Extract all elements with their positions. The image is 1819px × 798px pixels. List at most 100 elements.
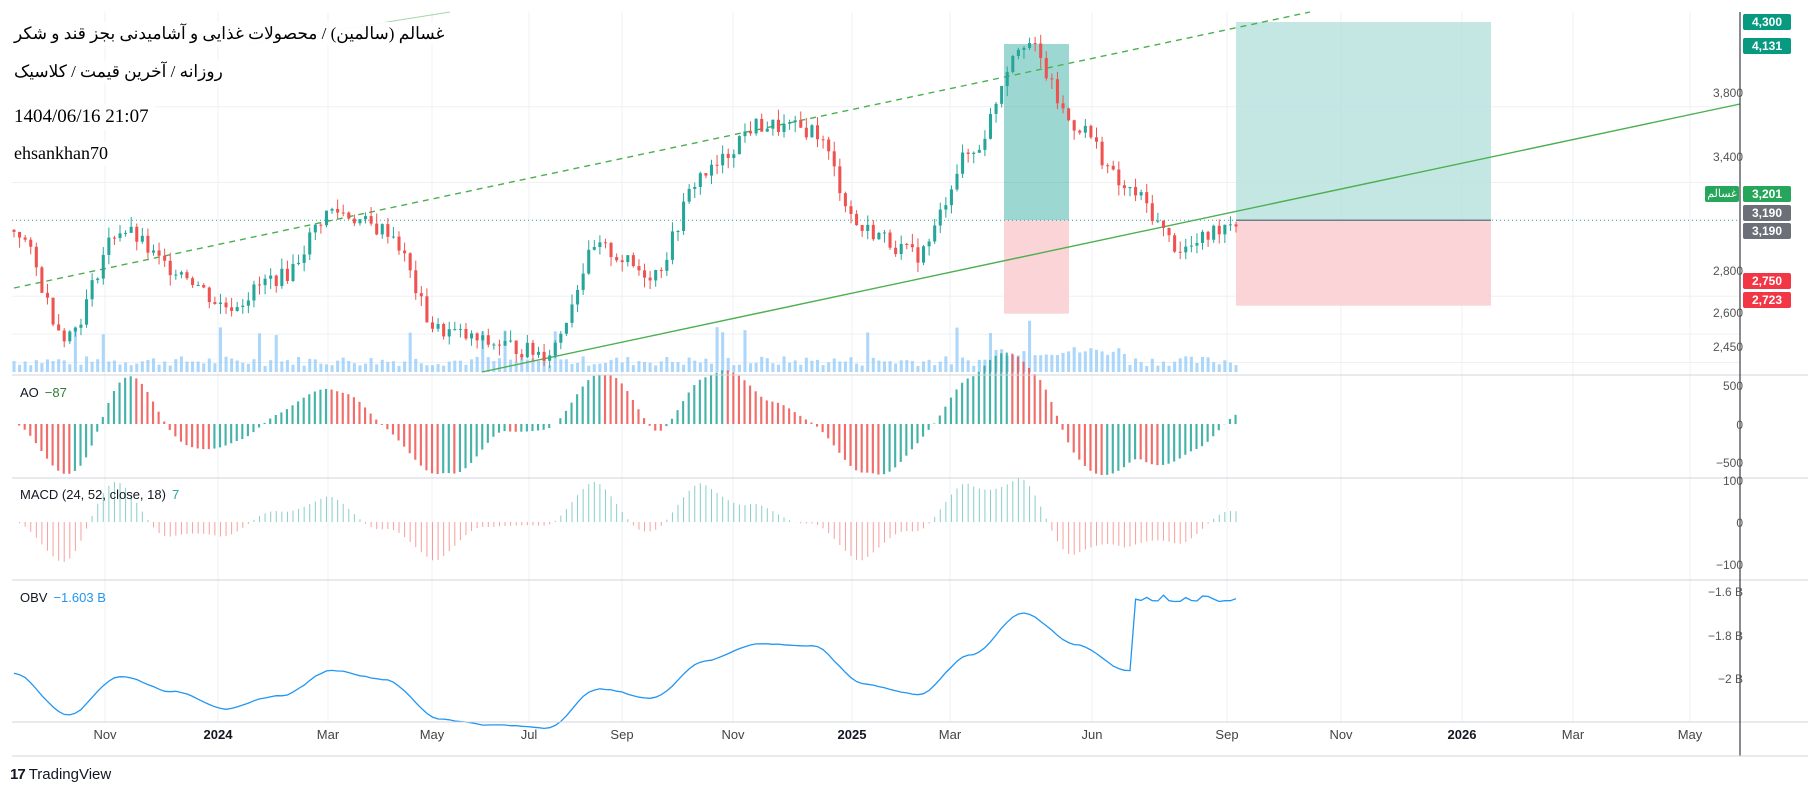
volume-bar — [168, 365, 172, 372]
candle-body — [241, 305, 245, 308]
volume-bar — [592, 364, 596, 372]
macd-bar — [1179, 522, 1181, 544]
ao-bar — [269, 418, 272, 424]
candle-body — [403, 250, 407, 254]
candle-body — [124, 232, 128, 234]
macd-bar — [1051, 522, 1053, 531]
volume-bar — [737, 364, 741, 372]
candle-body — [135, 226, 139, 242]
obv-name: OBV — [20, 590, 48, 605]
time-axis-label: Mar — [1561, 727, 1585, 742]
ao-bar — [592, 375, 595, 424]
candle-body — [916, 247, 920, 263]
macd-bar — [1135, 522, 1137, 545]
time-axis-label: Mar — [938, 727, 962, 742]
ao-bar — [564, 410, 568, 424]
macd-bar — [1224, 512, 1226, 522]
candle-body — [386, 224, 390, 237]
ao-axis-label: 500 — [1722, 379, 1743, 393]
volume-bar — [347, 361, 351, 372]
ao-bar — [124, 377, 127, 424]
volume-bar — [821, 365, 825, 372]
candle-body — [308, 232, 312, 255]
volume-bar — [302, 365, 306, 372]
candle-body — [776, 119, 780, 132]
macd-label[interactable]: MACD (24, 52, close, 18) 7 — [20, 487, 179, 502]
volume-bar — [810, 360, 814, 372]
candle-body — [257, 284, 262, 286]
volume-bar — [29, 365, 33, 372]
macd-bar — [844, 522, 846, 551]
macd-bar — [1045, 518, 1047, 522]
ao-bar — [291, 405, 294, 424]
volume-bar — [866, 332, 870, 372]
ao-label[interactable]: AO −87 — [20, 385, 67, 400]
ao-bar — [1139, 424, 1142, 460]
macd-bar — [1151, 522, 1153, 541]
volume-bar — [235, 360, 239, 372]
volume-bar — [241, 362, 245, 372]
macd-bar — [52, 522, 54, 557]
macd-bar — [264, 513, 266, 522]
candle-body — [843, 193, 847, 207]
obv-label[interactable]: OBV −1.603 B — [20, 590, 106, 605]
macd-bar — [627, 519, 629, 522]
macd-bar — [225, 522, 227, 537]
ao-bar — [609, 375, 612, 424]
ao-bar — [157, 411, 160, 424]
candle-body — [542, 351, 546, 361]
candle-body — [676, 230, 680, 232]
candle-body — [1206, 231, 1210, 240]
volume-bar — [1156, 365, 1160, 372]
macd-bar — [995, 488, 997, 522]
candle-body — [79, 324, 83, 328]
candle-body — [1167, 227, 1171, 236]
volume-bar — [843, 361, 847, 372]
ao-bar — [994, 355, 997, 424]
ao-bar — [821, 424, 824, 433]
ao-bar — [916, 424, 919, 444]
macd-bar — [242, 522, 244, 528]
volume-bar — [391, 361, 395, 372]
ao-bar — [151, 401, 155, 424]
macd-bar — [610, 496, 612, 522]
volume-bar — [285, 360, 289, 372]
ao-bar — [168, 424, 171, 430]
ao-bar — [330, 389, 333, 424]
macd-bar — [1006, 484, 1008, 522]
macd-bar — [727, 500, 729, 522]
candle-body — [955, 173, 959, 190]
volume-bar — [269, 360, 273, 372]
candle-body — [548, 355, 552, 361]
candle-body — [643, 270, 647, 278]
macd-bar — [1096, 522, 1098, 546]
macd-bar — [867, 522, 869, 557]
macd-bar — [1174, 522, 1176, 544]
macd-bar — [404, 522, 406, 538]
volume-bar — [966, 360, 970, 372]
candle-body — [302, 254, 306, 263]
candle-body — [85, 299, 89, 325]
ao-bar — [843, 424, 847, 460]
macd-bar — [638, 522, 640, 530]
macd-bar — [755, 504, 757, 522]
ao-bar — [297, 401, 300, 424]
volume-bar — [793, 360, 797, 372]
tradingview-logo[interactable]: 17 TradingView — [10, 766, 111, 783]
volume-bar — [40, 363, 44, 372]
ao-bar — [1134, 424, 1137, 460]
ao-bar — [709, 375, 713, 424]
obv-axis-label: −1.8 B — [1707, 629, 1743, 643]
volume-bar — [603, 362, 607, 372]
ao-bar — [40, 424, 43, 451]
ao-bar — [760, 396, 763, 424]
macd-bar — [1202, 522, 1204, 529]
ao-bar — [804, 419, 807, 424]
macd-bar — [911, 522, 913, 532]
price-axis-label: 3,400 — [1712, 150, 1743, 164]
candle-body — [983, 138, 987, 150]
volume-bar — [135, 363, 139, 372]
time-axis-label: Jul — [520, 727, 538, 742]
candle-body — [1000, 86, 1004, 104]
